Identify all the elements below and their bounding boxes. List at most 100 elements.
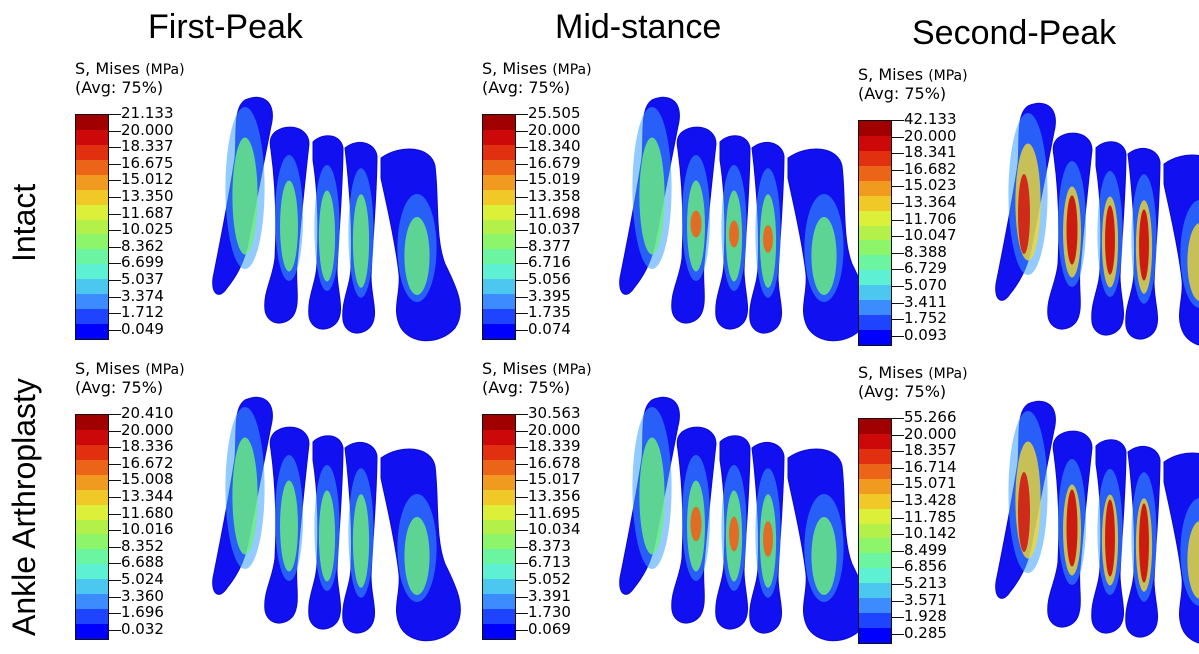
tick-mark <box>109 530 121 532</box>
tick-mark <box>109 296 121 298</box>
color-bar-swatch <box>76 189 108 206</box>
legend-unit: (MPa) <box>928 366 968 382</box>
tick-label: 8.499 <box>904 540 947 559</box>
legend-title: S, Mises <box>75 359 146 378</box>
stress-region-mid <box>1187 521 1199 599</box>
color-bar-swatch <box>483 159 515 176</box>
tick-mark <box>516 596 528 598</box>
tick-mark <box>109 447 121 449</box>
tick-label: 20.000 <box>121 120 174 139</box>
tick-label: 15.023 <box>904 176 957 195</box>
tick-mark <box>109 329 121 331</box>
tick-mark <box>109 163 121 165</box>
tick-label: 8.362 <box>121 236 164 255</box>
color-bar-swatch <box>483 204 515 221</box>
tick-label: 16.679 <box>528 153 581 172</box>
stress-region-high <box>1139 503 1149 583</box>
tick-mark <box>109 230 121 232</box>
legend-header: S, Mises (MPa) (Avg: 75%) <box>75 360 185 397</box>
color-bar-swatch <box>76 144 108 161</box>
color-bar-swatch <box>859 225 891 241</box>
tick-label: 3.374 <box>121 286 164 305</box>
tick-mark <box>892 120 904 121</box>
color-bar-swatch <box>483 519 515 535</box>
tick-label: 0.093 <box>904 325 947 344</box>
tick-mark <box>892 286 904 287</box>
tick-mark <box>892 617 904 619</box>
color-bar-swatch <box>76 115 108 131</box>
tick-mark <box>892 467 904 469</box>
legend-averaging: (Avg: 75%) <box>75 78 164 97</box>
color-bar <box>858 418 892 644</box>
color-bar-swatch <box>76 309 108 325</box>
tick-label: 11.695 <box>528 503 581 522</box>
tick-mark <box>892 302 904 304</box>
tick-label: 6.688 <box>121 553 164 572</box>
color-bar-swatch <box>76 429 108 446</box>
color-bar <box>482 114 516 340</box>
tick-label: 21.133 <box>121 104 174 122</box>
color-bar-swatch <box>859 121 891 137</box>
tick-label: 1.928 <box>904 607 947 626</box>
tick-label: 55.266 <box>904 408 957 426</box>
stress-region-mid <box>280 180 298 272</box>
tick-mark <box>516 629 528 631</box>
color-bar-swatch <box>483 219 515 235</box>
color-bar-swatch <box>483 144 515 161</box>
tick-mark <box>516 463 528 465</box>
tick-mark <box>516 563 528 565</box>
bone-stress-contour <box>995 400 1199 644</box>
tick-label: 10.034 <box>528 520 581 539</box>
stress-region-mid <box>352 494 370 588</box>
color-bar-swatch <box>76 249 108 265</box>
color-bar-swatch <box>483 249 515 265</box>
tick-label: 6.713 <box>528 553 571 572</box>
tick-label: 11.687 <box>121 203 174 222</box>
legend-averaging: (Avg: 75%) <box>75 378 164 397</box>
color-bar-swatch <box>76 519 108 535</box>
stress-region-high <box>1066 195 1078 265</box>
tick-mark <box>516 497 528 498</box>
tick-mark <box>892 550 904 552</box>
tick-label: 5.056 <box>528 270 571 288</box>
color-bar-swatch <box>859 285 891 301</box>
tick-label: 0.049 <box>121 319 164 338</box>
tick-label: 6.856 <box>904 557 947 576</box>
color-bar-swatch <box>76 415 108 431</box>
tick-mark <box>892 319 904 321</box>
tick-label: 16.714 <box>904 457 957 476</box>
tick-mark <box>892 633 904 635</box>
tick-label: 1.730 <box>528 603 571 622</box>
tick-mark <box>516 447 528 449</box>
color-bar-swatch <box>483 624 515 640</box>
legend-header: S, Mises (MPa) (Avg: 75%) <box>482 60 592 97</box>
tick-mark <box>109 430 121 432</box>
tick-label: 18.341 <box>904 143 957 162</box>
color-bar-swatch <box>483 174 515 191</box>
color-bar-swatch <box>859 135 891 152</box>
tick-label: 0.032 <box>121 619 164 638</box>
tick-mark <box>109 480 121 482</box>
stress-region-high <box>690 506 702 542</box>
tick-label: 20.410 <box>121 404 174 422</box>
tick-mark <box>516 313 528 315</box>
tick-label: 5.070 <box>904 276 947 294</box>
bone-stress-contour <box>212 396 461 642</box>
color-bar-swatch <box>76 174 108 191</box>
color-bar-swatch <box>859 150 891 167</box>
legend-unit: (MPa) <box>928 68 968 84</box>
tick-label: 18.337 <box>121 137 174 156</box>
color-bar-swatch <box>76 219 108 235</box>
tick-label: 10.025 <box>121 220 174 239</box>
color-bar-swatch <box>483 564 515 580</box>
stress-region-high <box>763 225 773 253</box>
tick-mark <box>516 414 528 415</box>
tick-mark <box>109 563 121 565</box>
legend-title: S, Mises <box>482 59 553 78</box>
tick-label: 11.698 <box>528 203 581 222</box>
tick-label: 18.336 <box>121 437 174 456</box>
stress-region-high <box>1066 489 1078 567</box>
tick-mark <box>516 546 528 548</box>
tick-mark <box>892 600 904 602</box>
tick-label: 1.696 <box>121 603 164 622</box>
